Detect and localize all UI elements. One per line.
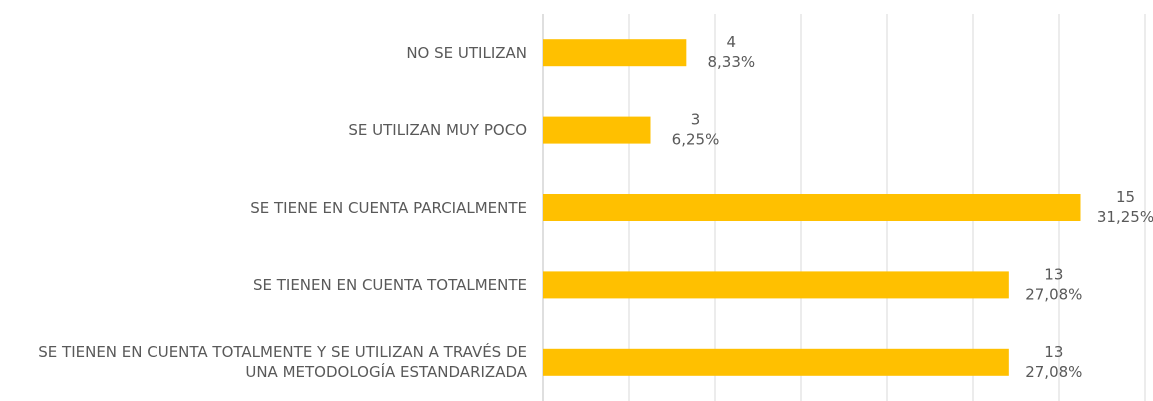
- bar: [543, 348, 1009, 376]
- bar: [543, 116, 651, 144]
- bar: [543, 194, 1081, 221]
- category-label: SE TIENEN EN CUENTA TOTALMENTE Y SE UTIL…: [38, 343, 527, 382]
- bar: [543, 271, 1009, 299]
- percentage-label: 27,08%: [1025, 363, 1082, 381]
- value-label: 3: [691, 111, 701, 129]
- category-label: SE UTILIZAN MUY POCO: [348, 121, 527, 140]
- category-label: SE TIENE EN CUENTA PARCIALMENTE: [250, 198, 527, 217]
- percentage-label: 27,08%: [1025, 285, 1082, 303]
- value-label: 4: [727, 33, 737, 51]
- bar: [543, 39, 687, 67]
- percentage-label: 31,25%: [1097, 208, 1153, 226]
- value-label: 13: [1044, 343, 1063, 361]
- percentage-label: 8,33%: [708, 53, 756, 71]
- category-label: NO SE UTILIZAN: [406, 43, 527, 62]
- value-label: 15: [1116, 188, 1135, 206]
- category-label: SE TIENEN EN CUENTA TOTALMENTE: [252, 275, 527, 294]
- percentage-label: 6,25%: [672, 131, 720, 149]
- value-label: 13: [1044, 265, 1063, 283]
